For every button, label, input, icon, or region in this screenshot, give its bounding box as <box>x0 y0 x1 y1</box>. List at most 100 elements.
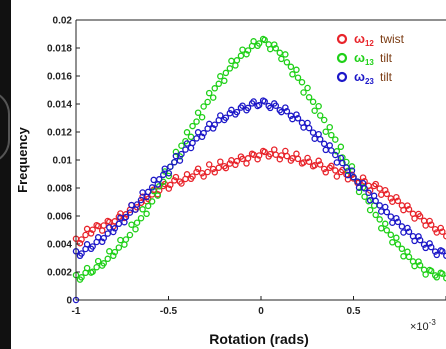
data-point <box>270 41 278 48</box>
data-point <box>437 224 444 232</box>
y-tick-label: 0.012 <box>47 128 72 139</box>
data-point <box>427 243 435 251</box>
data-point <box>122 236 130 243</box>
legend-marker <box>336 33 348 45</box>
data-point <box>178 142 185 149</box>
data-point <box>416 213 424 220</box>
data-point <box>200 129 207 137</box>
data-point <box>389 239 396 246</box>
data-point <box>78 236 85 243</box>
data-point <box>89 243 96 250</box>
data-point <box>344 171 352 179</box>
data-point <box>332 151 339 159</box>
data-point <box>427 221 435 228</box>
data-point <box>137 196 145 204</box>
data-point <box>132 225 139 233</box>
data-points <box>72 35 446 304</box>
data-point <box>394 241 402 248</box>
data-point <box>209 94 217 101</box>
legend-marker <box>336 52 348 64</box>
data-point <box>133 219 141 226</box>
y-tick-labels: 0 0.002 0.004 0.006 0.008 0.01 0.012 0.014 0.016… <box>47 16 72 307</box>
data-point <box>126 231 134 239</box>
data-point <box>100 234 108 242</box>
data-point <box>316 161 324 168</box>
plot-area <box>76 20 446 300</box>
data-point <box>361 193 368 200</box>
data-point <box>293 111 300 118</box>
y-axis-label: Frequency <box>15 126 30 193</box>
data-point <box>320 140 328 148</box>
data-point <box>383 190 391 198</box>
y-tick-label: 0.02 <box>53 16 73 27</box>
data-point <box>211 85 218 92</box>
y-tick-label: 0.004 <box>47 240 72 251</box>
data-point <box>254 155 261 163</box>
data-point <box>322 169 329 176</box>
data-point <box>183 129 191 136</box>
legend-symbol: ω23 <box>354 69 374 86</box>
data-point <box>372 197 379 205</box>
data-point <box>315 157 322 165</box>
data-point <box>305 124 313 132</box>
data-point <box>426 240 433 247</box>
data-point <box>82 231 89 239</box>
series-23 <box>72 97 446 260</box>
data-point <box>233 157 241 165</box>
data-point <box>172 148 180 156</box>
data-point <box>283 59 291 66</box>
data-point <box>443 252 446 260</box>
x-tick-label: 0.5 <box>347 306 361 317</box>
data-point <box>194 165 202 172</box>
data-point <box>161 165 169 172</box>
data-point <box>165 185 173 192</box>
data-point <box>377 225 385 232</box>
data-point <box>205 89 213 97</box>
data-point <box>222 69 230 77</box>
data-point <box>381 186 389 194</box>
data-point <box>433 251 440 259</box>
data-point <box>237 52 245 60</box>
data-point <box>376 185 383 192</box>
data-point <box>416 236 424 244</box>
legend-label: tilt <box>380 70 393 84</box>
data-point <box>233 108 241 116</box>
data-point <box>309 98 317 106</box>
data-point <box>209 125 217 132</box>
data-point <box>128 221 135 228</box>
data-point <box>443 274 446 282</box>
data-point <box>427 267 435 275</box>
data-point <box>381 220 389 228</box>
legend-label: tilt <box>380 51 393 65</box>
data-point <box>104 230 112 237</box>
data-point <box>443 232 446 240</box>
data-point <box>354 178 361 185</box>
data-point <box>332 136 339 143</box>
data-point <box>221 77 228 85</box>
data-point <box>405 253 413 261</box>
data-point <box>115 244 123 251</box>
legend-marker <box>336 71 348 83</box>
data-point <box>222 164 230 172</box>
data-point <box>167 163 174 170</box>
data-point <box>343 164 350 171</box>
data-point <box>226 65 234 72</box>
data-point <box>172 173 180 181</box>
data-point <box>283 108 291 115</box>
data-point <box>322 128 329 135</box>
x-axis-label: Rotation (rads) <box>209 331 309 347</box>
data-point <box>383 208 391 216</box>
data-point <box>148 184 156 191</box>
data-point <box>261 148 268 156</box>
legend-symbol: ω12 <box>354 31 374 48</box>
data-point <box>372 180 379 188</box>
data-point <box>115 220 123 228</box>
data-point <box>298 78 306 86</box>
data-point <box>78 250 85 257</box>
axes <box>75 19 446 301</box>
data-point <box>111 225 119 232</box>
data-point <box>422 271 429 278</box>
data-point <box>337 143 345 151</box>
data-point <box>250 38 257 45</box>
data-point <box>211 169 218 176</box>
